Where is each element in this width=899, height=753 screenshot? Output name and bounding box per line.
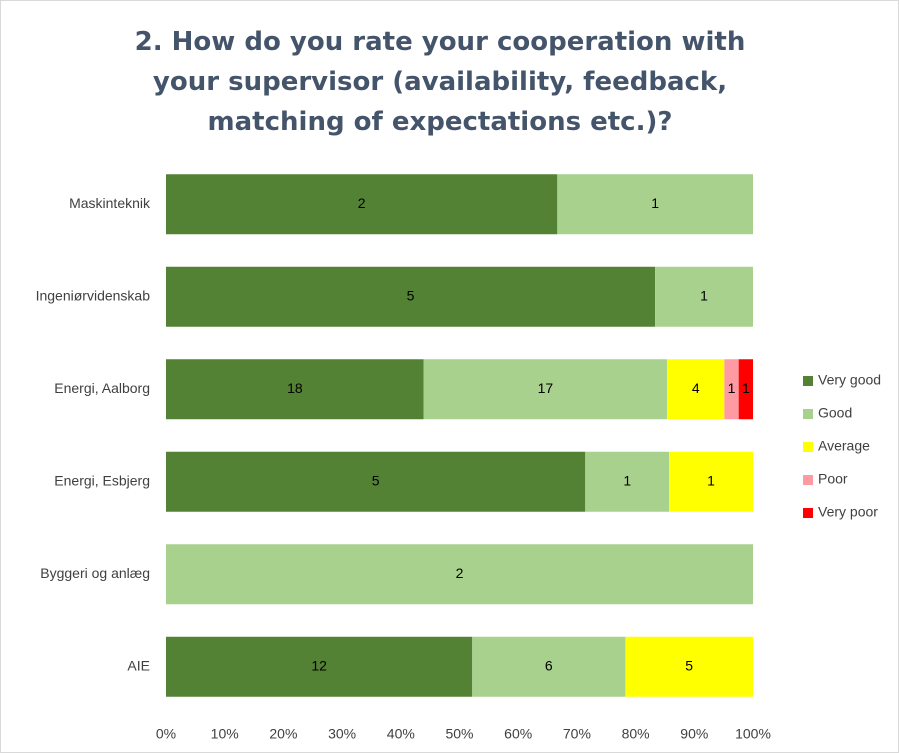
bar-segment xyxy=(655,266,753,327)
bar-segment xyxy=(423,359,668,420)
bar-segment xyxy=(166,266,656,327)
x-tick-label: 20% xyxy=(269,726,297,742)
x-tick-label: 0% xyxy=(156,726,176,742)
x-tick-label: 100% xyxy=(735,726,771,742)
legend-label: Very good xyxy=(818,372,881,388)
y-tick-label: Maskinteknik xyxy=(69,195,151,211)
y-tick-label: Byggeri og anlæg xyxy=(40,565,150,581)
x-tick-label: 30% xyxy=(328,726,356,742)
data-label: 2 xyxy=(456,565,464,581)
bar-segment xyxy=(166,544,753,605)
data-label: 5 xyxy=(685,657,693,673)
data-label: 4 xyxy=(692,380,700,396)
data-label: 5 xyxy=(407,287,415,303)
chart-title: 2. How do you rate your cooperation with… xyxy=(134,27,746,137)
bar-segment xyxy=(724,359,739,420)
x-tick-label: 50% xyxy=(445,726,473,742)
legend-label: Very poor xyxy=(818,504,878,520)
bar-segment xyxy=(166,451,586,512)
legend-swatch xyxy=(803,508,813,518)
bar-segment xyxy=(585,451,670,512)
x-tick-label: 70% xyxy=(563,726,591,742)
data-label: 1 xyxy=(742,380,750,396)
y-tick-label: AIE xyxy=(127,657,150,673)
data-label: 1 xyxy=(707,472,715,488)
x-tick-label: 80% xyxy=(622,726,650,742)
data-label: 2 xyxy=(358,195,366,211)
bar-segment xyxy=(625,636,753,697)
data-label: 1 xyxy=(728,380,736,396)
data-label: 5 xyxy=(372,472,380,488)
legend-swatch xyxy=(803,409,813,419)
bar-segment xyxy=(557,174,753,235)
bar-segment xyxy=(166,636,473,697)
y-tick-label: Ingeniørvidenskab xyxy=(36,287,151,303)
legend-label: Average xyxy=(818,438,870,454)
legend-swatch xyxy=(803,442,813,452)
y-tick-label: Energi, Esbjerg xyxy=(54,472,150,488)
bar-segment xyxy=(669,451,753,512)
data-label: 1 xyxy=(623,472,631,488)
data-label: 17 xyxy=(538,380,554,396)
x-tick-label: 60% xyxy=(504,726,532,742)
bar-segment xyxy=(166,359,424,420)
y-tick-label: Energi, Aalborg xyxy=(54,380,150,396)
data-label: 6 xyxy=(545,657,553,673)
data-label: 1 xyxy=(651,195,659,211)
legend-label: Good xyxy=(818,405,852,421)
data-label: 1 xyxy=(700,287,708,303)
bar-segment xyxy=(667,359,725,420)
legend-label: Poor xyxy=(818,471,848,487)
x-tick-label: 90% xyxy=(680,726,708,742)
legend-swatch xyxy=(803,475,813,485)
data-label: 12 xyxy=(311,657,327,673)
x-tick-label: 10% xyxy=(211,726,239,742)
bar-segment xyxy=(472,636,626,697)
data-label: 18 xyxy=(287,380,303,396)
x-tick-label: 40% xyxy=(387,726,415,742)
legend-swatch xyxy=(803,376,813,386)
bar-segment xyxy=(166,174,558,235)
bar-segment xyxy=(738,359,753,420)
